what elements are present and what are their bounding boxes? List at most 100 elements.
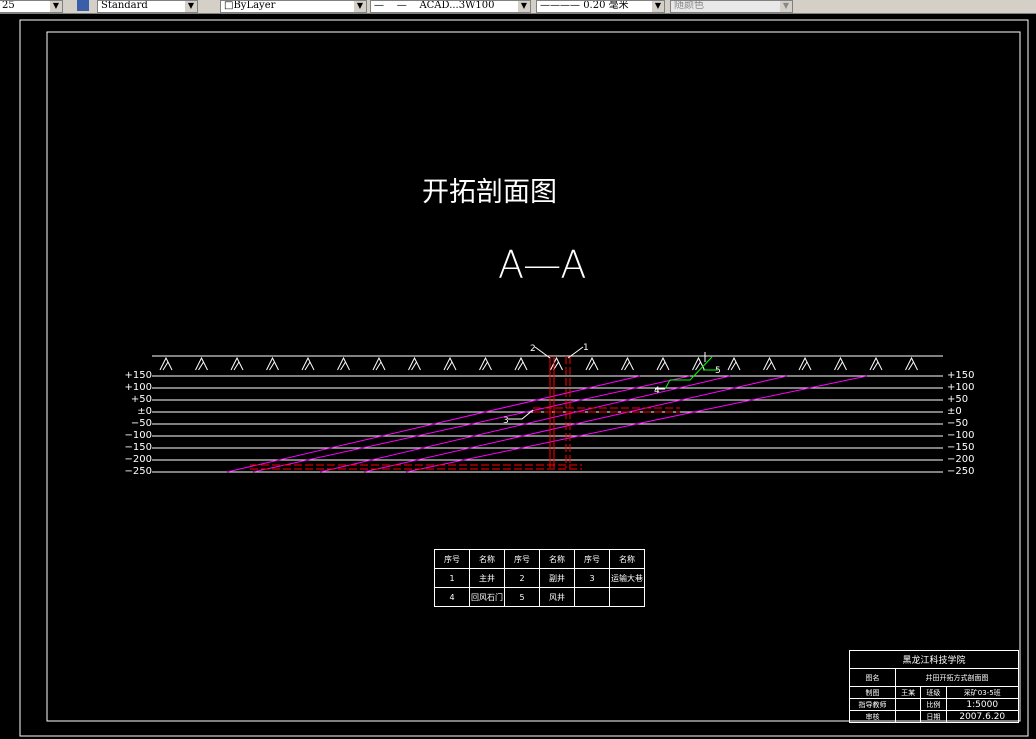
header-cell: 名称 [539,549,575,569]
level-label: −150 [947,442,975,453]
cell: 日期 [920,710,947,723]
level-label: +150 [947,370,975,381]
level-label: +50 [130,394,152,405]
scale-value: 1:5000 [945,698,1019,711]
lineweight-dropdown[interactable]: ———— 0.20 毫米 ▼ [536,0,665,13]
cell: 回风石门 [469,587,505,607]
cell [895,710,922,723]
hatch-mark [337,356,350,371]
cell: 指导教师 [848,698,897,711]
cell: 4 [434,587,470,607]
layer-value: ByLayer [233,0,276,11]
cell [609,587,645,607]
cell: 5 [504,587,540,607]
level-label: −100 [124,430,152,441]
hatch-mark [692,356,705,371]
coal-seam-line [319,375,731,473]
drawing-canvas[interactable]: 2 1 3 4 5 [0,14,1036,739]
cell: 风井 [539,587,575,607]
hatch-mark [905,356,918,371]
inner-frame [46,31,1021,722]
cell: 制图 [848,686,897,699]
lineweight-value: 0.20 毫米 [583,0,629,11]
cell: 3 [574,568,610,588]
header-cell: 序号 [434,549,470,569]
hatch-mark [159,356,173,371]
level-label: −150 [124,442,152,453]
cell: 1 [434,568,470,588]
level-label: −50 [947,418,969,429]
callout-2: 2 [530,344,536,354]
hatch-mark [763,356,776,371]
cell: 比例 [920,698,947,711]
cell: 副井 [539,568,575,588]
header-cell: 名称 [469,549,505,569]
ground-hatch [159,356,918,371]
coal-seam-line [363,375,788,473]
cell: 采矿03-5班 [945,686,1019,699]
drawing-title: 开拓剖面图 [422,177,557,208]
cell: 班级 [920,686,947,699]
header-cell: 序号 [504,549,540,569]
legend-table: 序号 名称 序号 名称 序号 名称 1 主井 2 副井 3 运输大巷 4 回风石门 5 风井 [434,549,645,607]
hatch-mark [727,356,741,371]
hatch-mark [834,356,847,371]
legend-row: 1 主井 2 副井 3 运输大巷 [434,568,645,588]
hatch-mark [301,356,315,371]
level-label: −250 [947,466,975,477]
cell: 运输大巷 [609,568,645,588]
coal-seam-line [405,375,868,473]
coal-seam-line [252,375,691,473]
text-style-icon[interactable] [77,0,89,11]
text-style-dropdown[interactable]: Standard ▼ [97,0,198,13]
chevron-down-icon: ▼ [50,1,62,12]
callout-4: 4 [654,386,660,396]
hatch-mark [621,356,634,371]
level-label: +100 [124,382,152,393]
scale-dropdown[interactable]: 25 ▼ [0,0,63,13]
level-lines [152,375,943,473]
hatch-mark [372,356,386,371]
text-style-value: Standard [101,0,148,11]
level-label: +100 [947,382,975,393]
hatch-mark [798,356,812,371]
callout-3: 3 [503,416,509,426]
cell: 审核 [848,710,897,723]
hatch-mark [195,356,208,371]
callout-5: 5 [715,366,721,376]
chevron-down-icon: ▼ [354,1,366,12]
cell: 2 [504,568,540,588]
color-dropdown[interactable]: 随颜色 ▼ [670,0,793,13]
linetype-value: ACAD...3W100 [419,0,495,11]
level-label: −200 [124,454,152,465]
level-label: ±0 [947,406,962,417]
school-name: 黑龙江科技学院 [849,650,1019,669]
ventilation-route [664,356,718,390]
cell: 主井 [469,568,505,588]
level-label: +150 [124,370,152,381]
linetype-dropdown[interactable]: — — ACAD...3W100 ▼ [370,0,531,13]
hatch-mark [408,356,421,371]
layer-dropdown[interactable]: □ByLayer ▼ [220,0,367,13]
drawing-name-label: 图名 [848,668,897,687]
level-label: −250 [124,466,152,477]
callout-leaders [508,346,706,420]
drawing-name-value: 井田开拓方式剖面图 [895,668,1019,687]
level-label: ±0 [137,406,152,417]
hatch-mark [479,356,492,371]
hatch-mark [266,356,279,371]
coal-seam-line [226,375,641,473]
legend-header-row: 序号 名称 序号 名称 序号 名称 [434,549,645,569]
hatch-mark [585,356,599,371]
hatch-mark [443,356,457,371]
callout-1: 1 [583,343,589,353]
header-cell: 序号 [574,549,610,569]
level-label: −50 [130,418,152,429]
chevron-down-icon: ▼ [652,1,664,12]
hatch-mark [550,356,563,371]
title-block: 黑龙江科技学院 图名 井田开拓方式剖面图 制图 王某 班级 采矿03-5班 指导教师 比例… [848,650,1019,723]
cell: 王某 [895,686,922,699]
hatch-mark [230,356,244,371]
legend-row: 4 回风石门 5 风井 [434,587,645,607]
date-value: 2007.6.20 [945,710,1019,723]
